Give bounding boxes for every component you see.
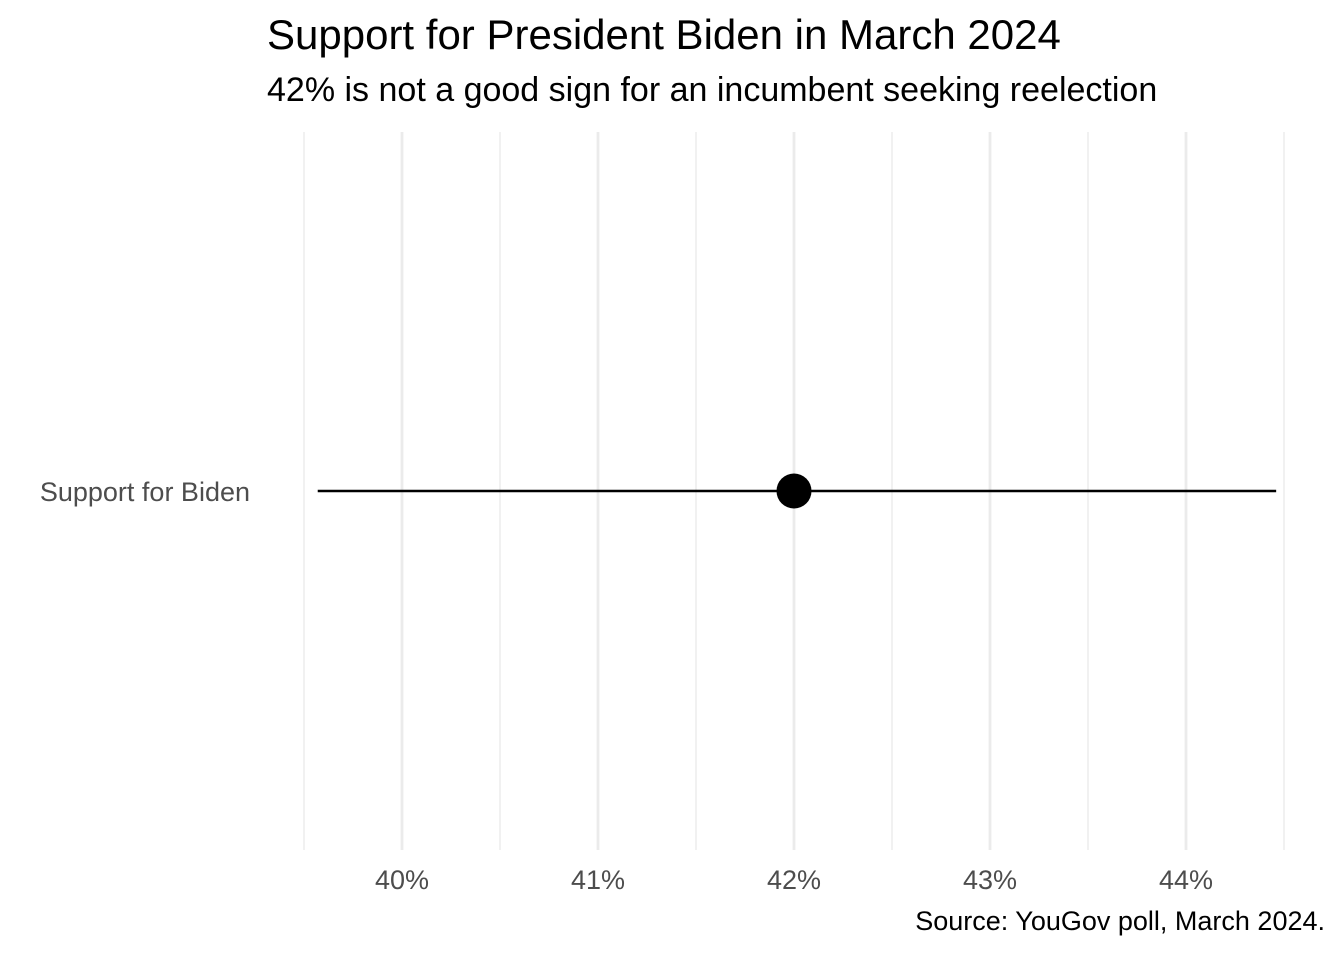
- chart-title: Support for President Biden in March 202…: [267, 11, 1061, 58]
- data-point: [776, 473, 812, 509]
- x-tick-label: 43%: [963, 865, 1017, 895]
- chart-subtitle: 42% is not a good sign for an incumbent …: [267, 71, 1158, 109]
- axis-labels: 40% 41% 42% 43% 44% Support for Biden: [40, 477, 1213, 895]
- x-tick-label: 41%: [571, 865, 625, 895]
- y-category-label: Support for Biden: [40, 477, 250, 507]
- chart-caption: Source: YouGov poll, March 2024.: [915, 906, 1325, 936]
- x-tick-label: 40%: [375, 865, 429, 895]
- x-tick-label: 42%: [767, 865, 821, 895]
- x-tick-label: 44%: [1159, 865, 1213, 895]
- chart-marks: [317, 473, 1277, 509]
